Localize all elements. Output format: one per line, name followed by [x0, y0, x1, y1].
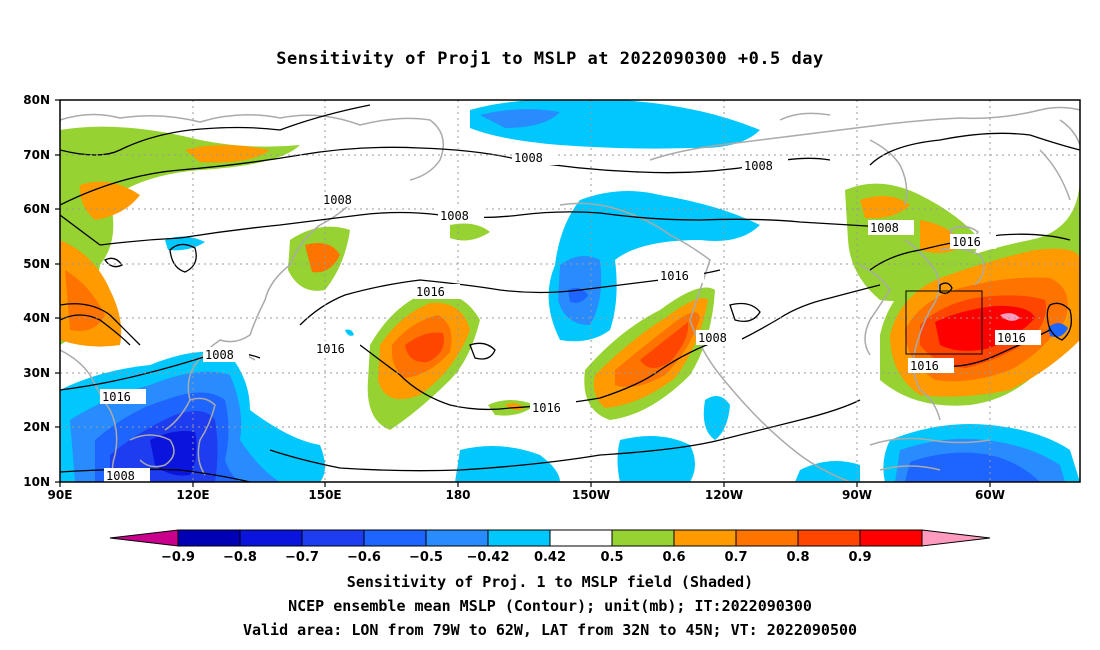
contour-labels: 1008 1008 1008 1008 1008 1008 1008 1008 … — [100, 150, 1041, 483]
lon-label-150w: 150W — [572, 488, 610, 502]
contour-label-1008: 1008 — [106, 469, 135, 483]
contour-label-1008: 1008 — [744, 159, 773, 173]
footer-line-1: Sensitivity of Proj. 1 to MSLP field (Sh… — [346, 573, 754, 591]
contour-label-1016: 1016 — [102, 390, 131, 404]
contour-label-1016: 1016 — [952, 235, 981, 249]
lon-label-150e: 150E — [308, 488, 341, 502]
mslp-contours — [60, 104, 1080, 482]
colorbar-tick-label: −0.7 — [285, 550, 319, 565]
contour-label-1016: 1016 — [316, 342, 345, 356]
contour-label-1008: 1008 — [205, 348, 234, 362]
lat-label-80n: 80N — [23, 93, 50, 107]
contour-label-1008: 1008 — [323, 193, 352, 207]
colorbar-swatch — [611, 529, 675, 547]
colorbar-swatch — [239, 529, 303, 547]
lon-label-90w: 90W — [842, 488, 872, 502]
colorbar-swatch — [177, 529, 241, 547]
lon-label-90e: 90E — [48, 488, 73, 502]
lon-label-180: 180 — [445, 488, 470, 502]
colorbar-arrow-low — [109, 529, 179, 547]
footer-line-2: NCEP ensemble mean MSLP (Contour); unit(… — [288, 597, 812, 615]
lat-label-50n: 50N — [23, 257, 50, 271]
lon-label-120e: 120E — [176, 488, 209, 502]
contour-label-1008: 1008 — [514, 151, 543, 165]
colorbar-tick-label: 0.6 — [662, 550, 685, 565]
positive-sensitivity-shading — [60, 126, 1080, 430]
contour-label-1016: 1016 — [416, 285, 445, 299]
lat-label-20n: 20N — [23, 420, 50, 434]
colorbar-swatch — [425, 529, 489, 547]
colorbar-swatch — [673, 529, 737, 547]
contour-label-1016: 1016 — [660, 269, 689, 283]
colorbar-tick-label: −0.42 — [467, 550, 510, 565]
colorbar-tick-label: −0.8 — [223, 550, 257, 565]
colorbar-swatch — [301, 529, 365, 547]
colorbar-tick-label: 0.8 — [786, 550, 809, 565]
colorbar-swatch — [549, 529, 613, 547]
graticule — [60, 100, 1080, 482]
colorbar-swatch — [859, 529, 923, 547]
lat-label-60n: 60N — [23, 202, 50, 216]
colorbar-tick-label: 0.7 — [724, 550, 747, 565]
lat-label-40n: 40N — [23, 311, 50, 325]
contour-label-1016: 1016 — [910, 359, 939, 373]
colorbar-swatch — [735, 529, 799, 547]
lat-label-30n: 30N — [23, 366, 50, 380]
colorbar — [109, 529, 991, 547]
lat-label-10n: 10N — [23, 475, 50, 489]
colorbar-swatch — [797, 529, 861, 547]
colorbar-tick-label: 0.5 — [600, 550, 623, 565]
contour-label-1016: 1016 — [532, 401, 561, 415]
colorbar-arrow-high — [921, 529, 991, 547]
latitude-labels: 80N 70N 60N 50N 40N 30N 20N 10N — [23, 93, 50, 489]
footer-line-3: Valid area: LON from 79W to 62W, LAT fro… — [242, 621, 858, 639]
contour-label-1008: 1008 — [698, 331, 727, 345]
colorbar-labels: −0.9 −0.8 −0.7 −0.6 −0.5 −0.42 0.42 0.5 0.6 0.7 0.… — [161, 550, 871, 565]
longitude-labels: 90E 120E 150E 180 150W 120W 90W 60W — [48, 488, 1005, 502]
chart-title: Sensitivity of Proj1 to MSLP at 20220903… — [276, 49, 824, 69]
lat-label-70n: 70N — [23, 148, 50, 162]
valid-area-box — [905, 290, 983, 355]
colorbar-swatch — [363, 529, 427, 547]
colorbar-swatch — [487, 529, 551, 547]
contour-label-1008: 1008 — [440, 209, 469, 223]
colorbar-tick-label: −0.5 — [409, 550, 443, 565]
colorbar-tick-label: 0.9 — [848, 550, 871, 565]
colorbar-tick-label: 0.42 — [534, 550, 566, 565]
map-frame — [59, 99, 1081, 483]
contour-label-1016: 1016 — [997, 331, 1026, 345]
lon-label-60w: 60W — [975, 488, 1005, 502]
colorbar-tick-label: −0.6 — [347, 550, 381, 565]
tick-marks — [55, 99, 991, 487]
lon-label-120w: 120W — [705, 488, 743, 502]
colorbar-tick-label: −0.9 — [161, 550, 195, 565]
contour-label-1008: 1008 — [870, 221, 899, 235]
